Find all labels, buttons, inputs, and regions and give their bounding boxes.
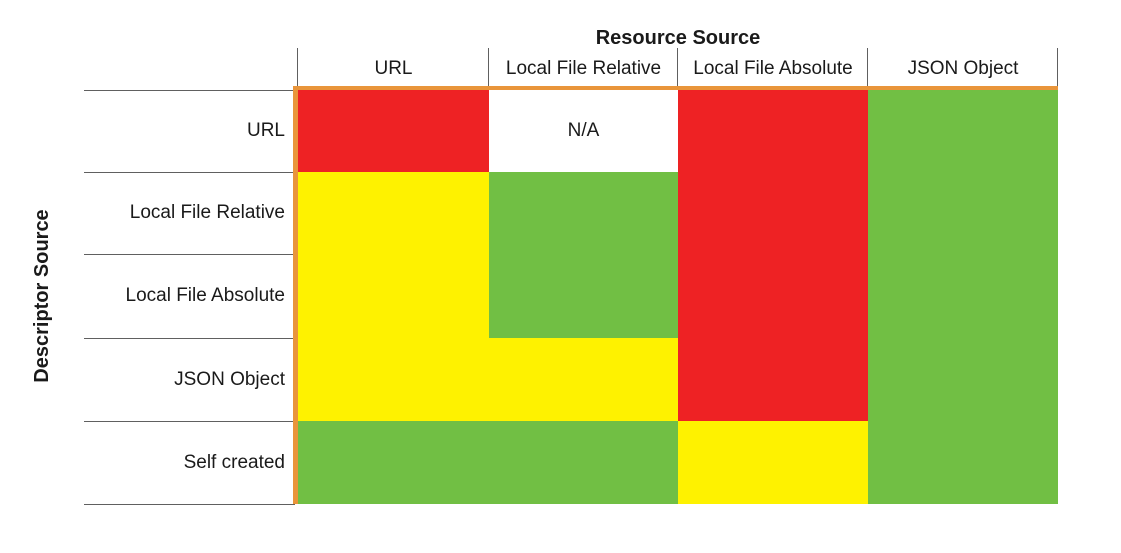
matrix-cell [489,338,678,421]
column-header: JSON Object [907,58,1019,79]
row-divider [84,338,295,339]
row-divider [84,172,295,173]
matrix-cell [489,172,678,254]
row-divider [84,90,295,91]
matrix-cell [868,421,1058,504]
column-header-divider [867,48,868,90]
row-label: Local File Relative [129,202,285,223]
column-header: Local File Absolute [693,58,853,79]
matrix-cell [868,338,1058,421]
rows-axis-title: Descriptor Source [31,209,53,383]
row-label: URL [246,120,285,141]
matrix-cell [298,254,489,338]
row-divider [84,254,295,255]
row-label: Local File Absolute [125,285,286,306]
row-label: JSON Object [174,369,285,390]
column-header-divider [297,48,298,90]
row-divider [84,421,295,422]
matrix-cell [868,172,1058,254]
column-header-divider [1057,48,1058,90]
column-header-divider [677,48,678,90]
matrix-cell [489,254,678,338]
matrix-cell [298,172,489,254]
grid-left-border [293,86,298,504]
matrix-cell [678,172,868,254]
matrix-cell [678,421,868,504]
matrix-cell [298,90,489,172]
row-divider [84,504,295,505]
column-header-divider [488,48,489,90]
columns-axis-title: Resource Source [595,27,761,49]
matrix-cell [298,421,489,504]
matrix-cell [298,338,489,421]
matrix-cell [868,254,1058,338]
matrix-cell [868,90,1058,172]
column-header: URL [374,58,413,79]
matrix-cell: N/A [489,90,678,172]
matrix-cell [678,338,868,421]
column-header: Local File Relative [505,58,662,79]
row-label: Self created [183,452,285,473]
matrix-cell [678,254,868,338]
grid-top-border [293,86,1058,90]
matrix-cell [489,421,678,504]
matrix-cell [678,90,868,172]
